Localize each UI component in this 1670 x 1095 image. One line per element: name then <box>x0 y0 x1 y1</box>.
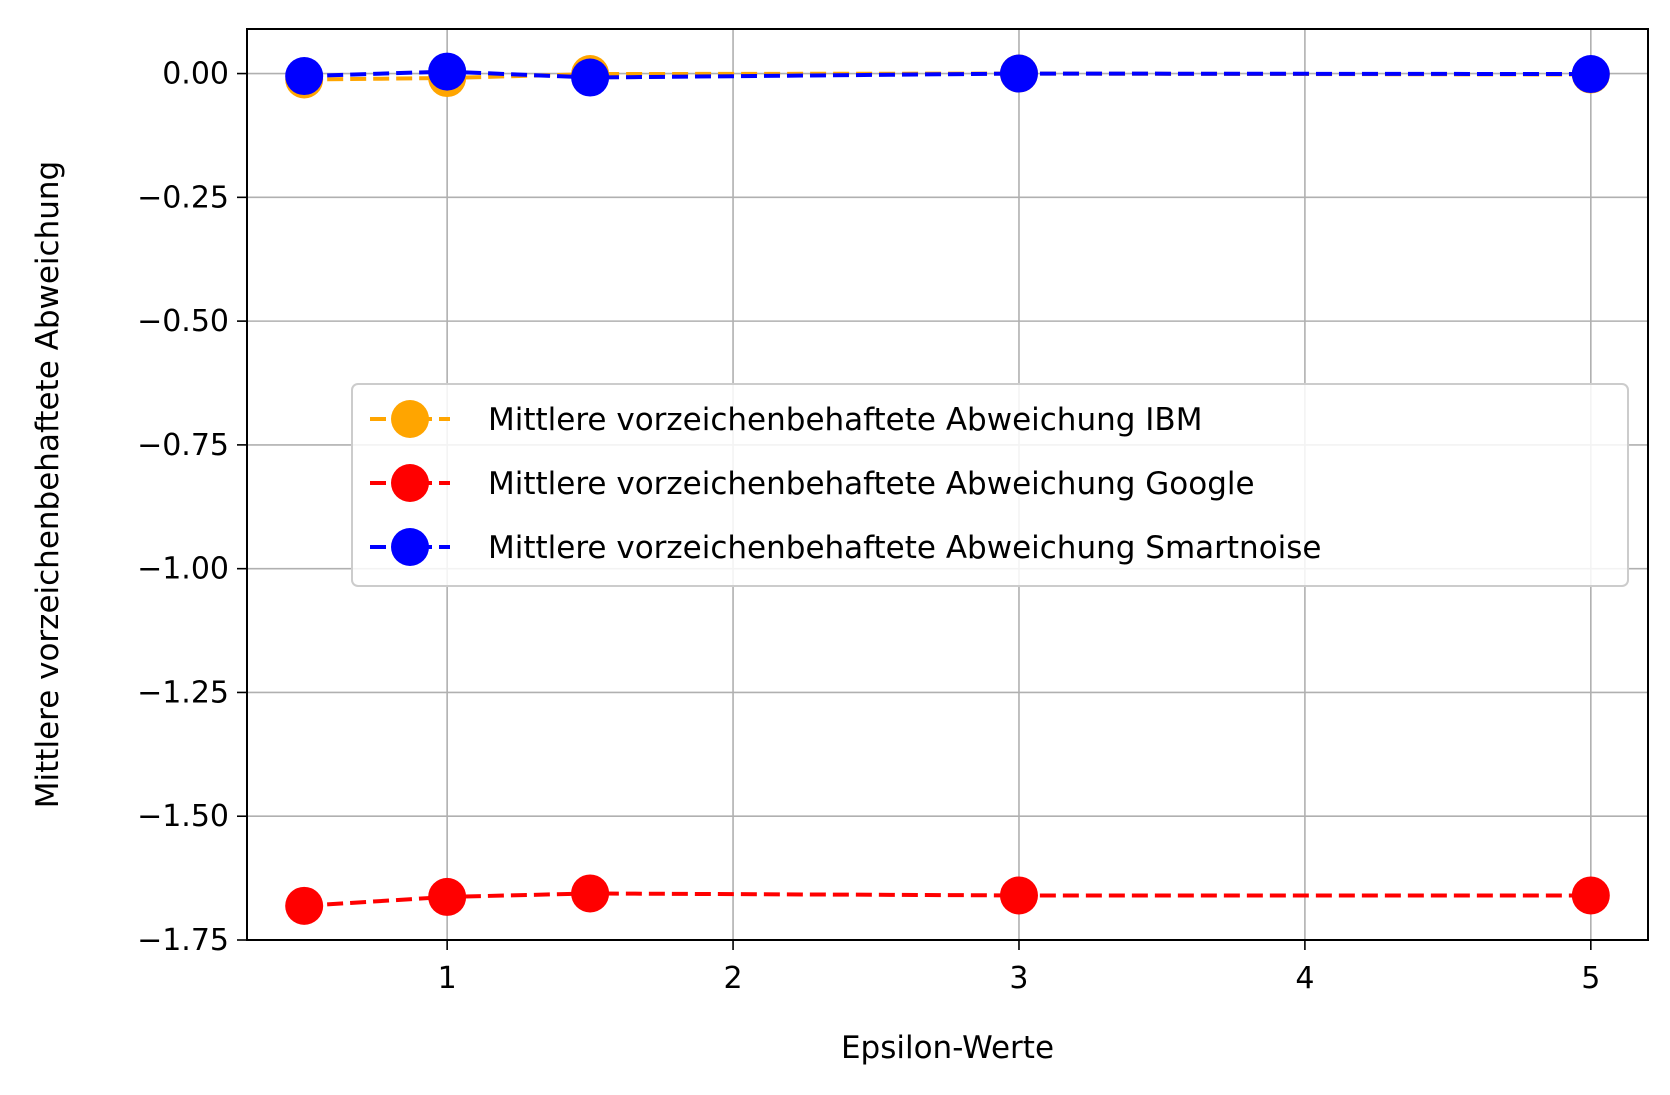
data-point <box>285 57 324 96</box>
data-point <box>1571 55 1610 94</box>
y-tick-label: −0.75 <box>137 428 229 463</box>
data-point <box>999 876 1038 915</box>
legend-box <box>351 383 1629 587</box>
x-tick-label: 1 <box>438 961 457 996</box>
y-tick-label: −1.00 <box>137 552 229 587</box>
legend-marker <box>391 400 429 438</box>
legend-item: Mittlere vorzeichenbehaftete Abweichung … <box>370 464 1255 502</box>
data-point <box>428 877 467 916</box>
data-point <box>571 58 610 97</box>
data-point <box>1571 876 1610 915</box>
x-tick-label: 2 <box>724 961 743 996</box>
x-tick-label: 3 <box>1009 961 1028 996</box>
plot-frame <box>246 28 1649 941</box>
legend-label: Mittlere vorzeichenbehaftete Abweichung … <box>488 402 1202 438</box>
y-axis-ticks: 0.00 −0.25 −0.50 −0.75 −1.00 −1.25 −1.50 −1.75 <box>137 57 247 958</box>
series-1 <box>285 874 1610 925</box>
series-2 <box>285 52 1610 97</box>
legend: Mittlere vorzeichenbehaftete Abweichung … <box>351 383 1629 587</box>
legend-label: Mittlere vorzeichenbehaftete Abweichung … <box>488 466 1255 502</box>
x-tick-label: 5 <box>1581 961 1600 996</box>
y-tick-label: −0.50 <box>137 304 229 339</box>
series-layer <box>285 52 1610 925</box>
y-tick-label: 0.00 <box>162 57 229 92</box>
legend-item: Mittlere vorzeichenbehaftete Abweichung … <box>370 528 1322 566</box>
legend-marker <box>391 464 429 502</box>
y-tick-label: −0.25 <box>137 180 229 215</box>
y-tick-label: −1.25 <box>137 675 229 710</box>
legend-label: Mittlere vorzeichenbehaftete Abweichung … <box>488 530 1322 566</box>
y-tick-label: −1.75 <box>137 923 229 958</box>
y-tick-label: −1.50 <box>137 799 229 834</box>
data-point <box>285 886 324 925</box>
data-point <box>571 874 610 913</box>
y-axis-label: Mittlere vorzeichenbehaftete Abweichung <box>30 161 66 808</box>
legend-marker <box>391 528 429 566</box>
legend-item: Mittlere vorzeichenbehaftete Abweichung … <box>370 400 1202 438</box>
data-point <box>428 52 467 91</box>
data-point <box>999 54 1038 93</box>
x-axis-label: Epsilon-Werte <box>841 1030 1054 1066</box>
x-tick-label: 4 <box>1295 961 1314 996</box>
x-axis-ticks: 1 2 3 4 5 <box>438 940 1600 996</box>
